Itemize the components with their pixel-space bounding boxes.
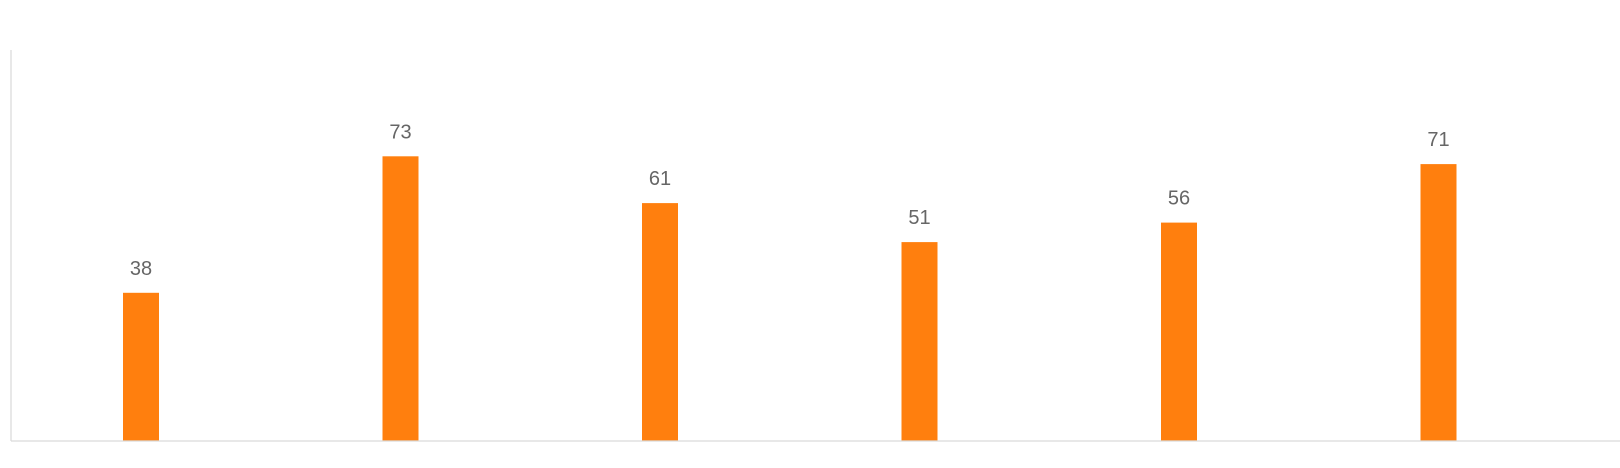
data-label-1: 38 <box>130 258 152 280</box>
data-label-3: 61 <box>649 168 671 190</box>
data-label-5: 56 <box>1168 188 1190 210</box>
data-label-2: 73 <box>389 121 411 143</box>
bar-5 <box>1161 222 1197 441</box>
bar-4 <box>901 242 938 441</box>
bar-6 <box>1420 164 1457 441</box>
bars-layer <box>123 156 1457 442</box>
data-label-4: 51 <box>908 207 930 229</box>
bar-2 <box>382 156 419 442</box>
data-label-6: 71 <box>1427 129 1449 151</box>
bar-1 <box>123 292 159 441</box>
bar-3 <box>642 203 678 441</box>
labels-layer: 38 73 61 51 56 71 <box>130 121 1450 279</box>
